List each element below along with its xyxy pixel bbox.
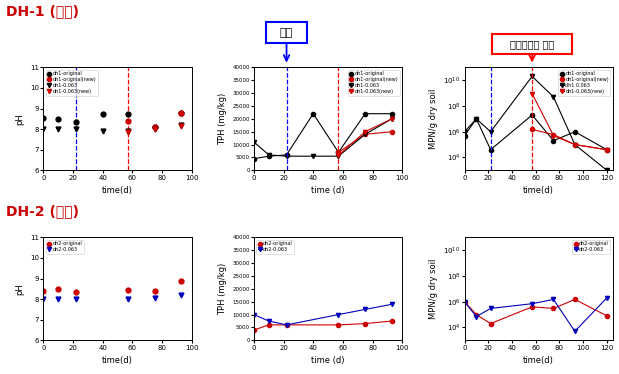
Y-axis label: MPN/g dry soil: MPN/g dry soil	[429, 89, 438, 149]
X-axis label: time (d): time (d)	[311, 356, 345, 365]
Legend: dh1-original, dh1-original(new), dh1 0.063, dh1-0.063(new): dh1-original, dh1-original(new), dh1 0.0…	[558, 70, 610, 96]
Y-axis label: pH: pH	[15, 283, 25, 295]
Y-axis label: MPN/g dry soil: MPN/g dry soil	[429, 259, 438, 319]
FancyBboxPatch shape	[266, 22, 306, 43]
Y-axis label: pH: pH	[15, 113, 25, 125]
X-axis label: time(d): time(d)	[523, 186, 554, 195]
Text: DH-1 (토양): DH-1 (토양)	[6, 5, 79, 19]
Text: 양수: 양수	[280, 28, 293, 38]
Legend: dh1-original, dh1-original(new), dh1-0.063, dh1-0.063(new): dh1-original, dh1-original(new), dh1-0.0…	[46, 70, 98, 96]
FancyBboxPatch shape	[492, 34, 573, 54]
X-axis label: time(d): time(d)	[523, 356, 554, 365]
Legend: dh2-original, dh2-0.063: dh2-original, dh2-0.063	[256, 240, 295, 254]
Y-axis label: TPH (mg/kg): TPH (mg/kg)	[218, 93, 227, 145]
X-axis label: time(d): time(d)	[102, 186, 133, 195]
Y-axis label: TPH (mg/kg): TPH (mg/kg)	[218, 263, 227, 315]
Legend: dh1-original, dh1-original(new), dh1-0.063, dh1-0.063(new): dh1-original, dh1-original(new), dh1-0.0…	[348, 70, 400, 96]
Legend: dh2-original, dh2-0.063: dh2-original, dh2-0.063	[46, 240, 84, 254]
Legend: dh2-original, dh2-0.063: dh2-original, dh2-0.063	[573, 240, 610, 254]
X-axis label: time(d): time(d)	[102, 356, 133, 365]
Text: 계면활성제 주입: 계면활성제 주입	[510, 39, 554, 49]
X-axis label: time (d): time (d)	[311, 186, 345, 195]
Text: DH-2 (토양): DH-2 (토양)	[6, 205, 79, 219]
